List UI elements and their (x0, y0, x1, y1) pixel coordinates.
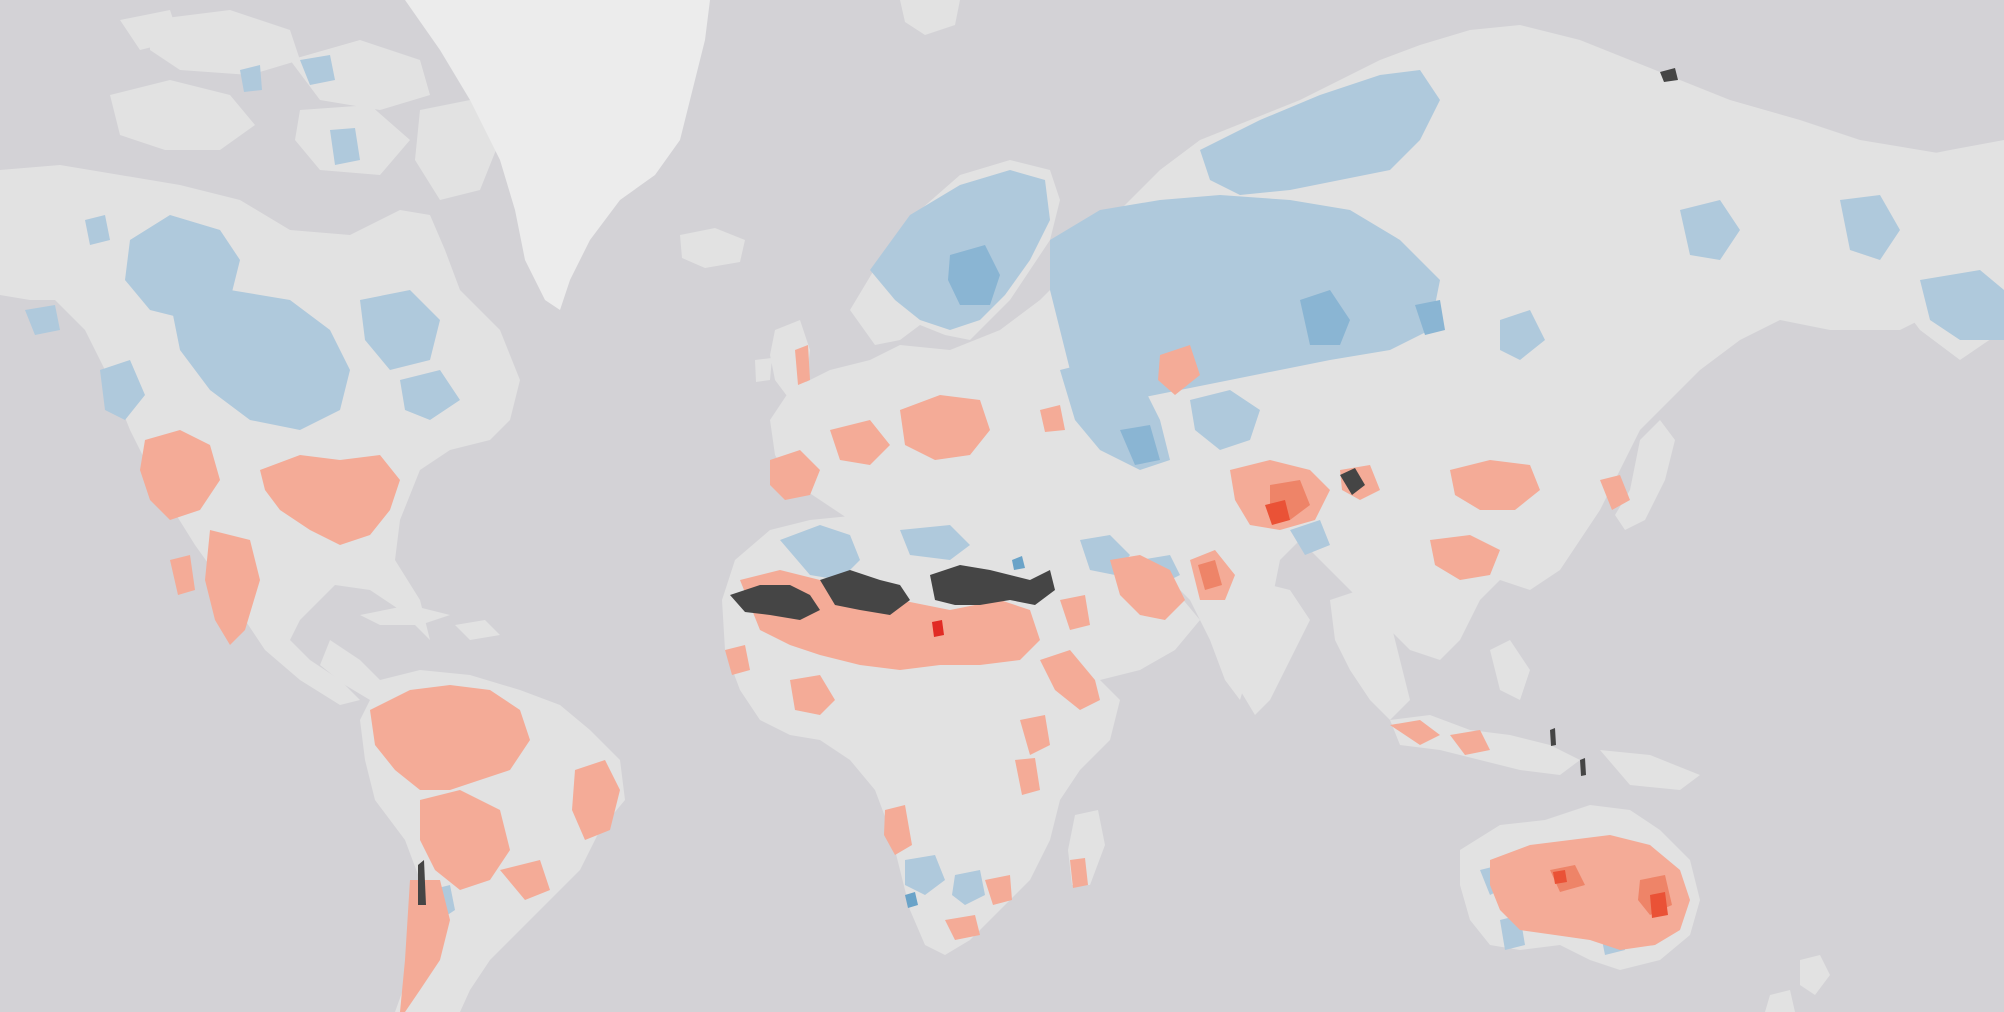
british-isles (755, 320, 810, 400)
blue-canada-central (170, 290, 350, 430)
blue-arctic-islands (240, 55, 360, 165)
red-horn-of-africa (1040, 650, 1100, 710)
red-australia-dark (1553, 870, 1668, 918)
new-zealand (1765, 955, 1830, 1012)
arctic-islands-west (110, 10, 500, 200)
red-europe-west (770, 395, 990, 500)
eurasia (770, 25, 2004, 700)
red-sahara-strong (932, 620, 944, 637)
blue-southern-africa (905, 855, 985, 905)
no-data-china (1340, 468, 1365, 495)
no-data-kamchatka (1660, 68, 1678, 82)
red-uk (795, 345, 810, 385)
no-data-sahara-west (730, 585, 820, 620)
central-america (320, 605, 500, 715)
iceland (680, 228, 745, 268)
red-north-africa (740, 570, 1040, 670)
blue-scandinavia (870, 170, 1050, 330)
red-europe-east (1040, 345, 1200, 432)
blue-mid-layer (948, 245, 1445, 465)
red-madagascar (1070, 858, 1088, 888)
red-mexico (170, 530, 260, 645)
no-data-sahara-east (930, 565, 1055, 605)
greenland (405, 0, 710, 310)
no-data-chile (418, 860, 426, 905)
red-usa-east (260, 455, 400, 545)
blue-russia-central (1050, 195, 1440, 400)
blue-central-asia (1190, 390, 1330, 555)
red-west-africa (725, 645, 835, 715)
blue-finland (948, 245, 1000, 305)
red-central-asia-dark (1265, 500, 1290, 525)
blue-anomaly-layer (25, 55, 2004, 955)
red-south-america-north (370, 685, 530, 790)
no-data-layer (418, 68, 1678, 905)
blue-canada-east (360, 290, 460, 420)
svalbard (900, 0, 960, 35)
red-australia-mid (1550, 865, 1672, 915)
blue-north-africa (780, 525, 970, 580)
red-china (1430, 460, 1630, 580)
red-dark-layer (1265, 500, 1668, 918)
blue-australia (1480, 865, 1625, 955)
blue-russia-north (1200, 70, 1440, 195)
southeast-asia (1330, 590, 1410, 720)
blue-russia-dark (1120, 290, 1445, 465)
blue-siberia-east (1500, 195, 2004, 360)
red-southern-africa (884, 805, 1012, 940)
red-usa-west (140, 430, 220, 520)
red-southeast-asia (1390, 720, 1490, 755)
red-south-america-east (572, 760, 620, 840)
no-data-sahara-central (820, 570, 910, 615)
red-south-america-south (400, 790, 550, 1012)
red-australia (1490, 835, 1690, 950)
red-mid-layer (1198, 480, 1672, 915)
red-pakistan-mid (1198, 560, 1222, 590)
red-middle-east (1060, 555, 1185, 630)
red-east-africa (1015, 715, 1050, 795)
blue-alaska (25, 215, 145, 420)
japan (1615, 420, 1675, 530)
no-data-indonesia (1550, 728, 1586, 776)
red-strong-layer (932, 620, 944, 637)
india (1215, 580, 1310, 715)
